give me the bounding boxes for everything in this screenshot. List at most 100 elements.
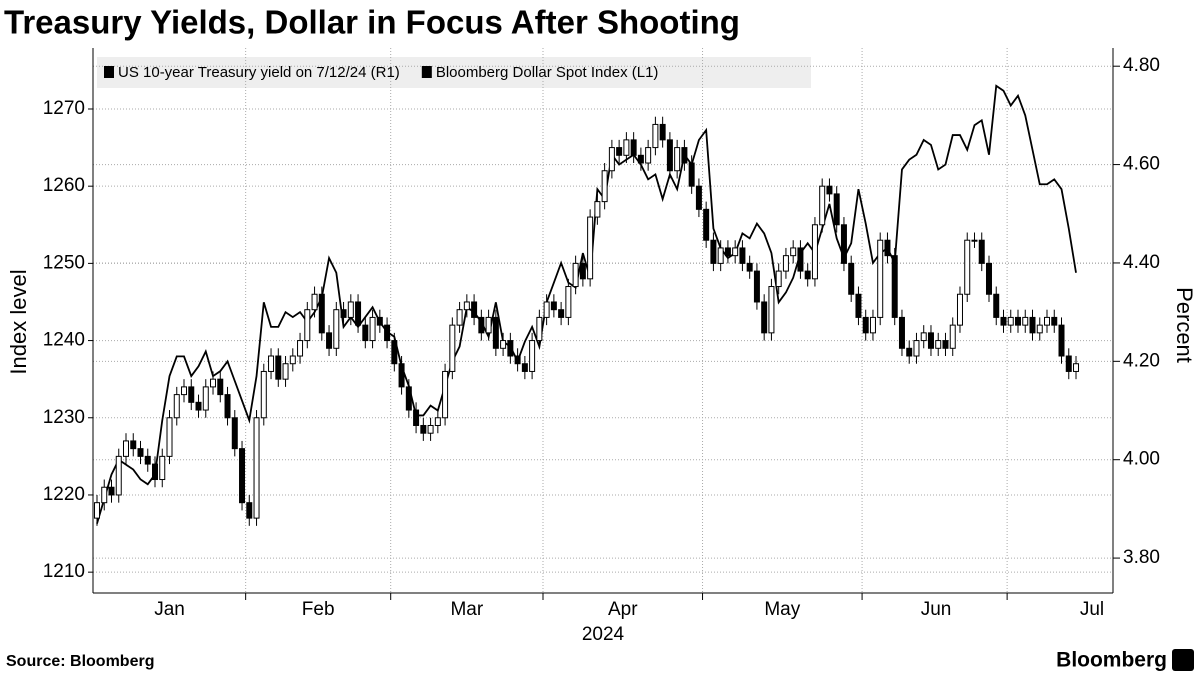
brand: Bloomberg [1056, 649, 1167, 672]
candle-body [630, 139, 637, 156]
candle-body [347, 301, 354, 318]
candle-body [942, 340, 949, 349]
candle-body [623, 139, 630, 156]
candle-body [434, 417, 441, 426]
candle-body [906, 347, 913, 357]
candle-body [993, 293, 1000, 318]
candle-body [840, 224, 847, 264]
candle-body [463, 301, 470, 311]
candle-body [1073, 363, 1080, 372]
candle-body [122, 440, 129, 457]
candle-body [674, 147, 681, 172]
candle-body [1036, 324, 1043, 334]
candle-body [340, 309, 347, 318]
candle-body [1044, 316, 1051, 326]
candle-body [181, 386, 188, 396]
candle-body [326, 332, 333, 349]
candle-body [413, 409, 420, 426]
candle-body [1007, 316, 1014, 326]
candle-body [645, 147, 652, 164]
y-tick-label: 1220 [43, 484, 85, 505]
candle-body [507, 340, 514, 357]
candle-body [797, 247, 804, 272]
candle-body [637, 154, 644, 164]
candle-body [579, 262, 586, 280]
candle-body [768, 286, 775, 334]
candle-body [521, 363, 528, 372]
candle-body [333, 309, 340, 349]
candle-body [869, 316, 876, 334]
candle-body [442, 370, 449, 419]
candle-body [275, 355, 282, 380]
legend-box [97, 57, 811, 88]
candle-body [884, 239, 891, 257]
candle-body [862, 316, 869, 334]
candle-body [826, 185, 833, 195]
candle-body [536, 316, 543, 342]
candle-body [790, 247, 797, 257]
candle-body [391, 340, 398, 365]
y-tick-label: 1250 [43, 252, 85, 273]
brand-icon [1172, 649, 1194, 671]
candle-body [898, 316, 905, 349]
candle-body [144, 455, 151, 465]
candle-body [833, 193, 840, 226]
y2-tick-label: 3.80 [1123, 547, 1160, 568]
candle-body [282, 363, 289, 380]
candle-body [202, 386, 209, 411]
candle-body [753, 270, 760, 303]
candle-body [695, 185, 702, 210]
candle-body [231, 417, 238, 450]
candle-body [782, 255, 789, 272]
candle-body [811, 224, 818, 280]
x-tick-label: Jun [921, 599, 952, 620]
candle-body [137, 448, 144, 457]
candle-body [1029, 316, 1036, 334]
candle-body [500, 340, 507, 349]
candle-body [188, 386, 195, 403]
candle-body [572, 262, 579, 288]
candle-body [739, 247, 746, 264]
y-tick-label: 1270 [43, 98, 85, 119]
candle-body [268, 355, 275, 372]
y2-tick-label: 4.60 [1123, 154, 1160, 175]
candle-body [717, 247, 724, 264]
candle-body [688, 162, 695, 187]
candle-body [543, 301, 550, 318]
legend-swatch [104, 66, 114, 78]
candle-body [935, 340, 942, 349]
y2-tick-label: 4.20 [1123, 350, 1160, 371]
candle-body [289, 355, 296, 365]
candle-body [652, 123, 659, 149]
candle-body [681, 147, 688, 164]
candle-body [369, 316, 376, 342]
candle-body [246, 502, 253, 519]
candle-body [1000, 316, 1007, 326]
candle-body [514, 355, 521, 365]
candle-body [492, 316, 499, 349]
candle-body [985, 262, 992, 295]
candle-body [891, 255, 898, 318]
candle-body [318, 293, 325, 334]
candle-body [1058, 324, 1065, 357]
candle-body [775, 270, 782, 288]
candle-body [398, 363, 405, 388]
candle-body [93, 502, 100, 519]
source: Source: Bloomberg [6, 653, 154, 670]
candle-body [115, 455, 122, 496]
y2-tick-label: 4.40 [1123, 252, 1160, 273]
candle-body [659, 123, 666, 141]
candle-body [166, 417, 173, 457]
candle-body [920, 332, 927, 342]
y2-tick-label: 4.00 [1123, 449, 1160, 470]
candle-body [558, 309, 565, 318]
candle-body [616, 147, 623, 156]
yield-line [96, 84, 1077, 524]
candle-body [260, 370, 267, 419]
candle-body [819, 185, 826, 226]
candle-body [855, 293, 862, 318]
candle-body [384, 324, 391, 342]
y-tick-label: 1230 [43, 407, 85, 428]
candle-body [877, 239, 884, 318]
